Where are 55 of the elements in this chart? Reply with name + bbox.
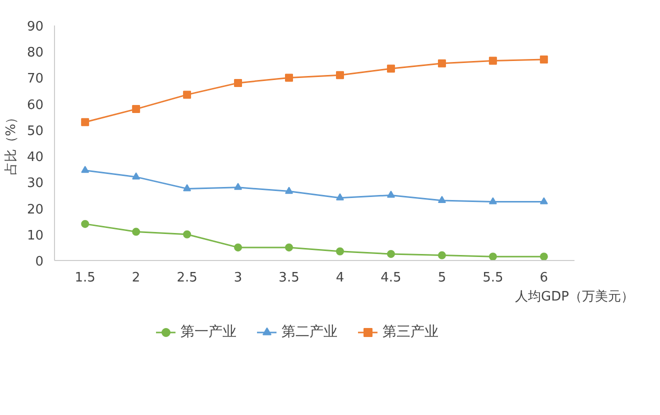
y-tick-label: 50: [26, 124, 44, 139]
point: [438, 59, 446, 68]
point: [132, 228, 140, 236]
point: [81, 220, 90, 228]
point: [132, 105, 140, 114]
x-tick-label: 2.5: [176, 270, 198, 286]
point: [183, 90, 192, 99]
point: [81, 166, 90, 173]
point: [336, 193, 344, 200]
x-tick-label: 5.5: [482, 270, 504, 286]
point: [438, 196, 446, 203]
point: [81, 118, 90, 126]
point: [336, 71, 344, 80]
point: [386, 190, 395, 198]
y-tick-label: 40: [26, 150, 44, 166]
point: [488, 56, 497, 65]
point: [234, 78, 242, 87]
legend-label: 第三产业: [382, 323, 438, 341]
y-tick-label: 70: [26, 72, 44, 87]
point: [540, 252, 548, 260]
point: [132, 172, 140, 180]
y-tick-label: 30: [26, 176, 44, 192]
point: [540, 55, 548, 64]
point: [488, 197, 497, 204]
y-tick-label: 80: [26, 46, 44, 61]
x-axis-title: 人均GDP（万美元）: [515, 288, 634, 304]
y-axis-title: 占比（%）: [4, 110, 19, 176]
point: [386, 64, 395, 73]
x-tick-label: 3: [234, 270, 242, 286]
point: [234, 243, 242, 252]
x-tick-label: 2: [132, 270, 140, 286]
point: [488, 252, 497, 260]
x-tick-label: 4.5: [380, 270, 402, 286]
point: [438, 251, 446, 260]
point: [386, 250, 395, 258]
point: [183, 184, 192, 192]
point: [285, 243, 294, 252]
x-tick-label: 3.5: [278, 270, 300, 286]
point: [234, 182, 242, 190]
y-tick-label: 90: [26, 20, 44, 34]
legend-label: 第一产业: [180, 323, 236, 341]
x-tick-label: 6: [540, 270, 548, 286]
point: [285, 74, 294, 82]
point: [540, 197, 548, 204]
x-tick-label: 4: [336, 270, 344, 286]
x-tick-label: 5: [438, 270, 446, 286]
y-tick-label: 10: [26, 228, 44, 244]
point: [285, 186, 294, 194]
point: [183, 230, 192, 238]
legend-label: 第二产业: [282, 323, 338, 341]
y-tick-label: 60: [26, 98, 44, 113]
y-tick-label: 0: [35, 254, 44, 270]
point: [336, 247, 344, 256]
x-tick-label: 1.5: [74, 270, 96, 286]
y-tick-label: 20: [26, 202, 44, 218]
